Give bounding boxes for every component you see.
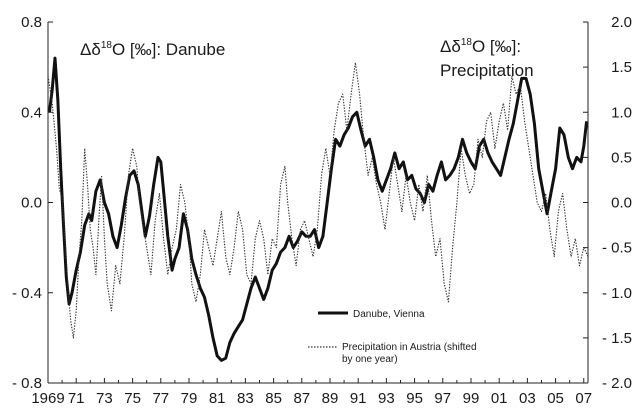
right-tick-label: 0.5	[611, 149, 632, 166]
title-left-suffix: O [‰]: Danube	[112, 40, 225, 59]
right-tick-label: - 1.5	[602, 330, 632, 347]
x-tick-label: 83	[237, 390, 254, 407]
x-tick-label: 93	[378, 390, 395, 407]
title-right-superscript: 18	[461, 37, 473, 48]
right-axis: 2.0 1.5 1.0 0.5 0.0 - 0.5 - 1.0 - 1.5 - 2.0	[583, 14, 632, 392]
x-tick-label: 89	[322, 390, 339, 407]
x-tick-label: 77	[152, 390, 169, 407]
series-line-danube	[47, 56, 589, 362]
x-tick-label: 03	[519, 390, 536, 407]
title-right-suffix: O [‰]:	[472, 37, 521, 56]
legend-label-danube: Danube, Vienna	[353, 309, 425, 320]
left-tick-label: 0.4	[21, 104, 42, 121]
left-tick-label: 0.8	[21, 14, 42, 31]
x-tick-label: 71	[68, 390, 85, 407]
x-axis: 1969 71 73 75 77 79 81 83 85 87 89 91 93 95 97 99 01 03 05…	[31, 378, 592, 407]
right-tick-label: 1.0	[611, 104, 632, 121]
right-tick-label: 1.5	[611, 59, 632, 76]
legend-label-precipitation-line1: Precipitation in Austria (shifted	[342, 342, 477, 353]
x-tick-label: 07	[575, 390, 592, 407]
title-right-prefix: Δδ	[440, 37, 461, 56]
x-tick-label: 95	[406, 390, 423, 407]
x-tick-label: 91	[350, 390, 367, 407]
x-tick-label: 99	[463, 390, 480, 407]
title-left: Δδ18O [‰]: Danube	[80, 40, 225, 59]
left-tick-label: - 0.4	[12, 285, 42, 302]
series-layer	[47, 56, 589, 362]
x-tick-label: 05	[547, 390, 564, 407]
x-tick-label: 1969	[31, 390, 64, 407]
x-tick-label: 01	[491, 390, 508, 407]
title-right: Δδ18O [‰]:	[440, 37, 521, 56]
left-tick-label: - 0.8	[12, 375, 42, 392]
title-left-superscript: 18	[101, 40, 113, 51]
x-tick-label: 97	[434, 390, 451, 407]
x-tick-label: 87	[293, 390, 310, 407]
right-tick-label: 2.0	[611, 14, 632, 31]
left-axis: 0.8 0.4 0.0 - 0.4 - 0.8	[12, 14, 53, 392]
right-tick-label: - 0.5	[602, 240, 632, 257]
legend: Danube, Vienna Precipitation in Austria …	[308, 309, 477, 365]
right-tick-label: - 1.0	[602, 285, 632, 302]
x-tick-label: 79	[181, 390, 198, 407]
x-tick-label: 81	[209, 390, 226, 407]
right-tick-label: 0.0	[611, 195, 632, 212]
series-line-precipitation	[47, 62, 589, 339]
title-right-line2: Precipitation	[440, 61, 534, 80]
legend-label-precipitation-line2: by one year)	[342, 354, 398, 365]
x-tick-label: 85	[265, 390, 282, 407]
title-left-prefix: Δδ	[80, 40, 101, 59]
left-tick-label: 0.0	[21, 195, 42, 212]
x-tick-label: 73	[96, 390, 113, 407]
right-tick-label: - 2.0	[602, 375, 632, 392]
x-tick-label: 75	[124, 390, 141, 407]
